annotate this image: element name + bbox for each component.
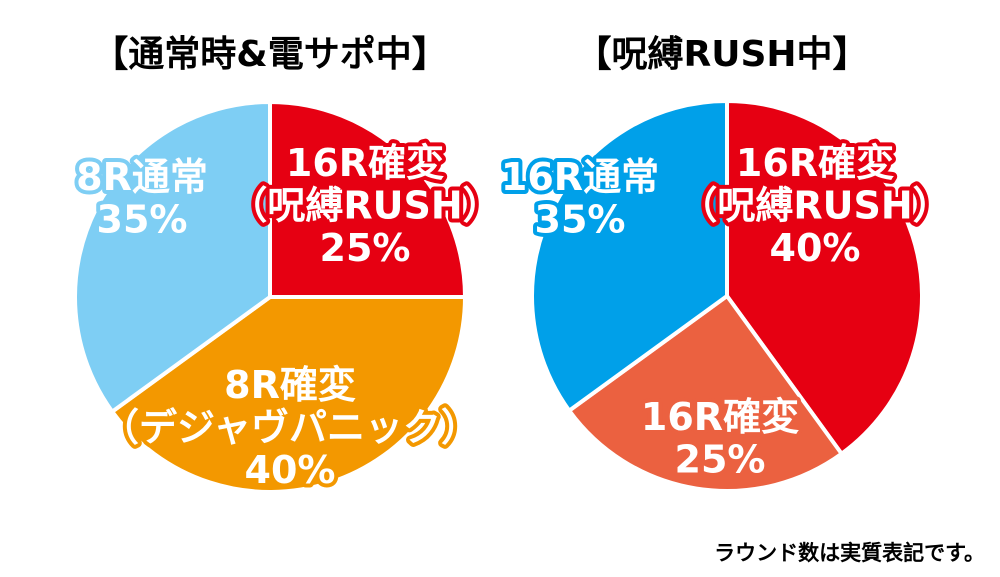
pie-1-slice-1-label-line-3: 25% — [320, 226, 411, 270]
pie-1-slice-2-label-line-1: 8R確変 — [224, 363, 356, 407]
pie-2-slice-2-label: 16R確変 25% — [641, 395, 799, 482]
pie-1-slice-2 — [110, 295, 467, 494]
pie-2-slice-3-label-line-1: 16R通常 — [501, 155, 659, 199]
pie-2-slice-3-label: 16R通常 35% — [501, 155, 659, 242]
chart-2-title: 【呪縛RUSH中】 — [575, 34, 868, 75]
pie-1-slice-1 — [268, 100, 467, 299]
pie-chart-2: 16R確変（呪縛RUSH） 40%16R確変 25%16R通常 35% — [497, 99, 955, 493]
pie-2-slice-3-label-line-2: 35% — [535, 198, 626, 242]
pie-1-slice-1-label: 16R確変（呪縛RUSH） 25% — [229, 141, 500, 270]
chart-1-title: 【通常時&電サポ中】 — [92, 33, 447, 75]
pie-2-slice-1-label-line-2: （呪縛RUSH） — [679, 184, 950, 228]
footnote: ラウンド数は実質表記です。 — [714, 541, 985, 565]
pie-1-slice-2-label: 8R確変（デジャヴパニック） 40% — [101, 363, 479, 492]
pie-2-slice-2-label-line-2: 25% — [675, 438, 766, 482]
pie-2-slice-1-label: 16R確変（呪縛RUSH） 40% — [679, 141, 950, 270]
pie-2-slice-1-label-line-3: 40% — [770, 226, 861, 270]
pie-1-slice-3-label-line-1: 8R通常 — [76, 155, 208, 199]
pie-1-slice-1-label-line-1: 16R確変 — [286, 141, 444, 185]
pie-1-slice-3-label: 8R通常 35% — [76, 155, 208, 242]
pie-2-slice-2 — [567, 294, 844, 493]
pie-1-slice-3-label-line-2: 35% — [97, 198, 188, 242]
pie-1-slice-2-label-line-3: 40% — [245, 448, 336, 492]
pie-2-slice-1-label-line-1: 16R確変 — [736, 141, 894, 185]
pie-1-slice-1-label-line-2: （呪縛RUSH） — [229, 184, 500, 228]
pie-2-slice-2-label-line-1: 16R確変 — [641, 395, 799, 439]
pie-1-slice-3 — [73, 100, 272, 414]
pie-2-slice-3 — [530, 99, 729, 413]
pie-chart-1: 16R確変（呪縛RUSH） 25% 8R確変（デジャヴパニック） 40% 8R通常 35% — [72, 100, 505, 496]
pie-2-slice-1 — [725, 99, 924, 456]
pie-1-slice-2-label-line-2: （デジャヴパニック） — [101, 406, 479, 450]
